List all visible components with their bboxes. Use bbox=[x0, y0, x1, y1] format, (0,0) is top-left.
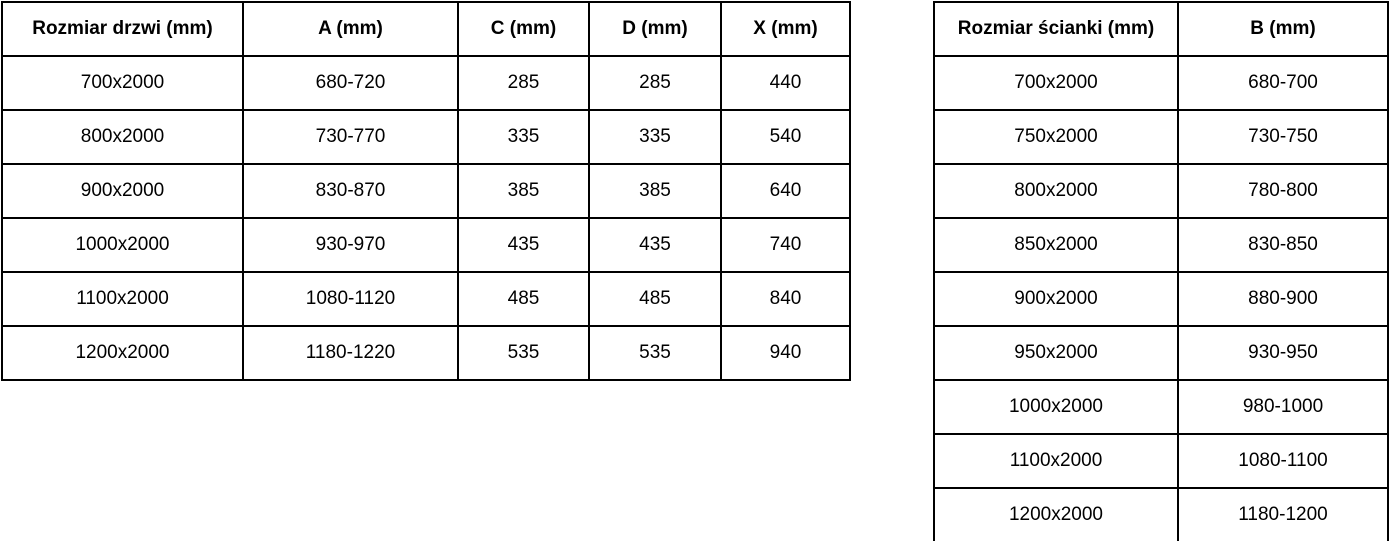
table-cell: 1100x2000 bbox=[1, 271, 244, 327]
table-cell: 385 bbox=[457, 163, 590, 219]
table-cell: 730-750 bbox=[1177, 109, 1389, 165]
wall-sizes-table: Rozmiar ścianki (mm) B (mm) 700x2000 680… bbox=[933, 1, 1389, 541]
table-cell: 1180-1220 bbox=[242, 325, 459, 381]
table-cell: 1080-1120 bbox=[242, 271, 459, 327]
table-cell: 335 bbox=[588, 109, 722, 165]
table-cell: 830-850 bbox=[1177, 217, 1389, 273]
table-cell: 440 bbox=[720, 55, 851, 111]
table-cell: 640 bbox=[720, 163, 851, 219]
table-cell: 680-700 bbox=[1177, 55, 1389, 111]
table-cell: 800x2000 bbox=[1, 109, 244, 165]
table-cell: 900x2000 bbox=[933, 271, 1179, 327]
table-cell: 1200x2000 bbox=[1, 325, 244, 381]
column-header-rozmiar-drzwi: Rozmiar drzwi (mm) bbox=[1, 1, 244, 57]
table-cell: 740 bbox=[720, 217, 851, 273]
table-cell: 385 bbox=[588, 163, 722, 219]
table-cell: 840 bbox=[720, 271, 851, 327]
table-cell: 535 bbox=[457, 325, 590, 381]
column-header-x: X (mm) bbox=[720, 1, 851, 57]
table-row: 1100x2000 1080-1100 bbox=[933, 433, 1389, 489]
table-cell: 930-950 bbox=[1177, 325, 1389, 381]
column-header-d: D (mm) bbox=[588, 1, 722, 57]
table-row: 1200x2000 1180-1220 535 535 940 bbox=[1, 325, 851, 381]
table-cell: 680-720 bbox=[242, 55, 459, 111]
table-cell: 880-900 bbox=[1177, 271, 1389, 327]
table-row: 850x2000 830-850 bbox=[933, 217, 1389, 273]
table-row: 1200x2000 1180-1200 bbox=[933, 487, 1389, 541]
column-header-a: A (mm) bbox=[242, 1, 459, 57]
table-cell: 485 bbox=[588, 271, 722, 327]
table-cell: 930-970 bbox=[242, 217, 459, 273]
table-cell: 830-870 bbox=[242, 163, 459, 219]
table-cell: 335 bbox=[457, 109, 590, 165]
table-cell: 730-770 bbox=[242, 109, 459, 165]
table-cell: 485 bbox=[457, 271, 590, 327]
table-cell: 435 bbox=[588, 217, 722, 273]
table-cell: 900x2000 bbox=[1, 163, 244, 219]
table-row: 700x2000 680-720 285 285 440 bbox=[1, 55, 851, 111]
table-cell: 800x2000 bbox=[933, 163, 1179, 219]
column-header-rozmiar-scianki: Rozmiar ścianki (mm) bbox=[933, 1, 1179, 57]
table-cell: 1100x2000 bbox=[933, 433, 1179, 489]
table-row: 1000x2000 980-1000 bbox=[933, 379, 1389, 435]
table-cell: 940 bbox=[720, 325, 851, 381]
table-cell: 285 bbox=[457, 55, 590, 111]
table-cell: 285 bbox=[588, 55, 722, 111]
table-cell: 1180-1200 bbox=[1177, 487, 1389, 541]
table-cell: 1000x2000 bbox=[933, 379, 1179, 435]
table-cell: 950x2000 bbox=[933, 325, 1179, 381]
table-row: 1100x2000 1080-1120 485 485 840 bbox=[1, 271, 851, 327]
table-cell: 980-1000 bbox=[1177, 379, 1389, 435]
table-cell: 750x2000 bbox=[933, 109, 1179, 165]
column-header-b: B (mm) bbox=[1177, 1, 1389, 57]
table-header-row: Rozmiar ścianki (mm) B (mm) bbox=[933, 1, 1389, 57]
table-row: 800x2000 730-770 335 335 540 bbox=[1, 109, 851, 165]
table-cell: 535 bbox=[588, 325, 722, 381]
table-row: 1000x2000 930-970 435 435 740 bbox=[1, 217, 851, 273]
table-cell: 1200x2000 bbox=[933, 487, 1179, 541]
table-header-row: Rozmiar drzwi (mm) A (mm) C (mm) D (mm) … bbox=[1, 1, 851, 57]
table-row: 800x2000 780-800 bbox=[933, 163, 1389, 219]
table-row: 700x2000 680-700 bbox=[933, 55, 1389, 111]
table-row: 950x2000 930-950 bbox=[933, 325, 1389, 381]
table-row: 900x2000 830-870 385 385 640 bbox=[1, 163, 851, 219]
table-row: 750x2000 730-750 bbox=[933, 109, 1389, 165]
table-row: 900x2000 880-900 bbox=[933, 271, 1389, 327]
table-cell: 780-800 bbox=[1177, 163, 1389, 219]
door-sizes-table: Rozmiar drzwi (mm) A (mm) C (mm) D (mm) … bbox=[1, 1, 851, 381]
table-cell: 700x2000 bbox=[1, 55, 244, 111]
table-cell: 850x2000 bbox=[933, 217, 1179, 273]
table-cell: 540 bbox=[720, 109, 851, 165]
table-cell: 435 bbox=[457, 217, 590, 273]
column-header-c: C (mm) bbox=[457, 1, 590, 57]
table-cell: 700x2000 bbox=[933, 55, 1179, 111]
table-cell: 1080-1100 bbox=[1177, 433, 1389, 489]
table-cell: 1000x2000 bbox=[1, 217, 244, 273]
